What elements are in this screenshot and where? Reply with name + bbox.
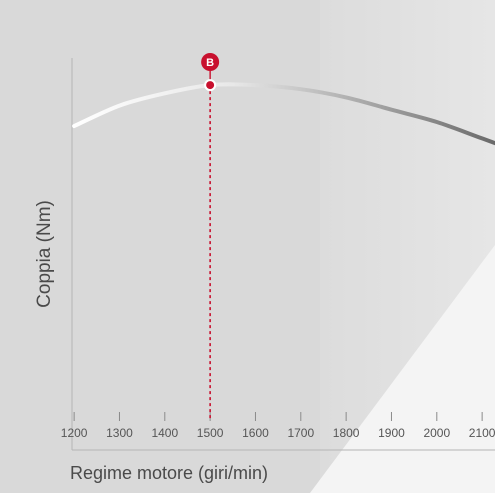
x-tick-label: 1800: [333, 426, 360, 440]
light-beam: [310, 245, 495, 493]
x-tick-label: 2000: [423, 426, 450, 440]
x-tick-label: 1600: [242, 426, 269, 440]
marker-b-label: B: [206, 57, 214, 69]
marker-b-badge: [201, 53, 220, 71]
x-tick-label: 1400: [151, 426, 178, 440]
x-tick-label: 1200: [61, 426, 88, 440]
x-tick-label: 1900: [378, 426, 405, 440]
x-tick-label: 1700: [287, 426, 314, 440]
x-tick-label: 1300: [106, 426, 133, 440]
x-tick-label: 1500: [197, 426, 224, 440]
y-axis-label: Coppia (Nm): [34, 200, 55, 308]
x-axis-label: Regime motore (giri/min): [70, 463, 268, 483]
x-tick-label: 2100: [469, 426, 495, 440]
marker-b-point: [204, 79, 217, 92]
torque-curve: [72, 82, 495, 146]
